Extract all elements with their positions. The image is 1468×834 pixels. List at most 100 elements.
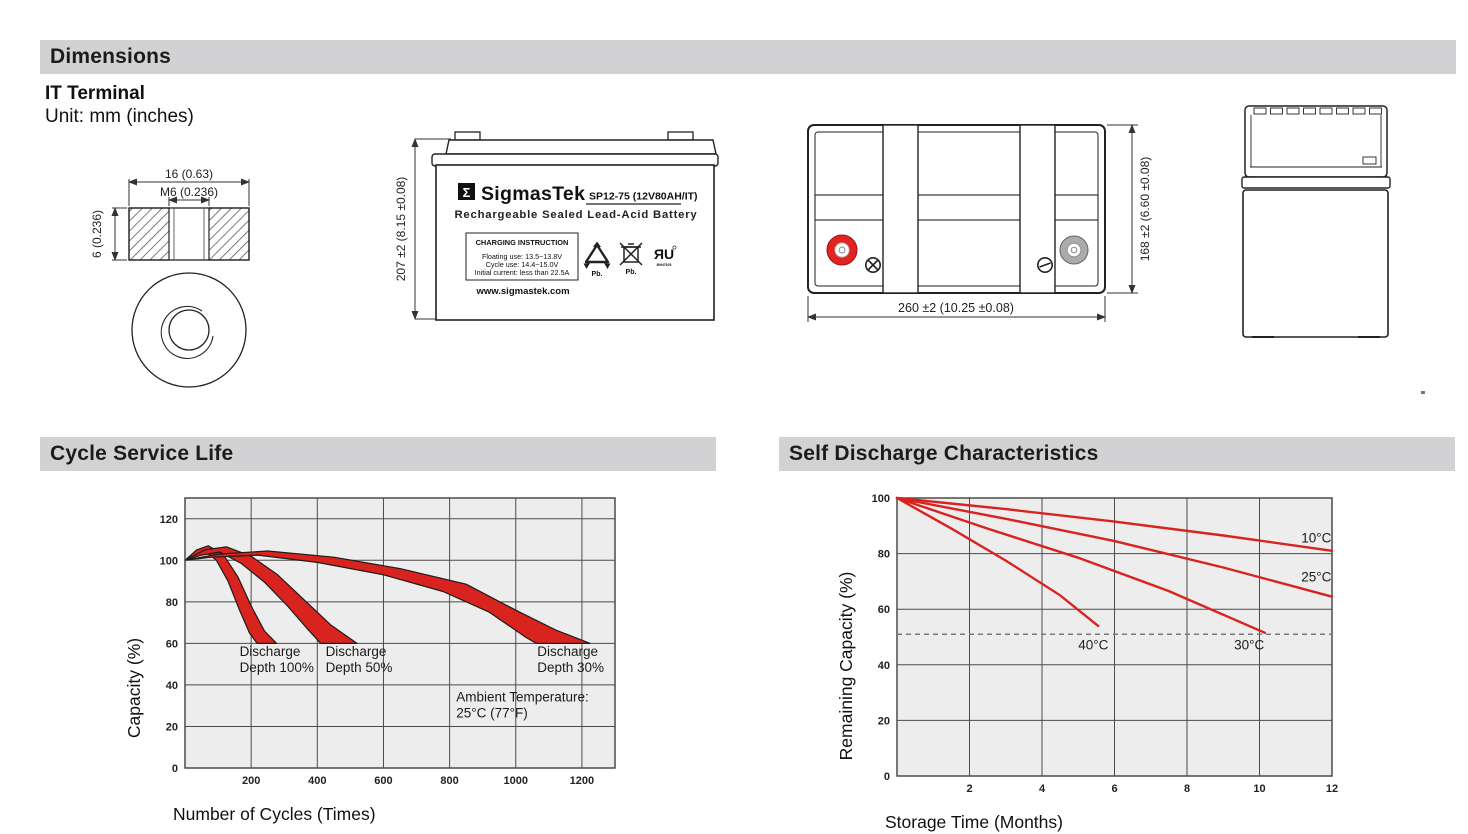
svg-text:40°C: 40°C bbox=[1078, 638, 1108, 653]
top-width-dim: 260 ±2 (10.25 ±0.08) bbox=[898, 301, 1014, 315]
strap-right bbox=[1019, 124, 1056, 294]
annotations: 10°C 25°C 30°C 40°C bbox=[1078, 530, 1331, 652]
recycle-pb-icon: Pb. bbox=[583, 241, 611, 278]
terminal-top-view bbox=[131, 272, 247, 388]
band-Discharge Depth 50% bbox=[184, 546, 358, 644]
svg-text:600: 600 bbox=[374, 775, 392, 787]
terminal-height-dim: 6 (0.236) bbox=[90, 210, 104, 258]
plot-border bbox=[896, 497, 1333, 777]
x-tick-labels: 2 4 6 8 10 12 bbox=[966, 783, 1338, 795]
negative-terminal bbox=[1059, 235, 1089, 265]
svg-text:30°C: 30°C bbox=[1234, 638, 1264, 653]
y-axis-title: Capacity (%) bbox=[124, 638, 144, 738]
side-case bbox=[1241, 105, 1391, 338]
unit-note: Unit: mm (inches) bbox=[45, 106, 194, 127]
dimensions-section-bar: Dimensions bbox=[40, 40, 1456, 74]
svg-text:800: 800 bbox=[440, 775, 458, 787]
x-axis-title: Storage Time (Months) bbox=[885, 812, 1063, 832]
y-tick-labels: 0 20 40 60 80 100 120 bbox=[160, 514, 178, 775]
svg-text:U: U bbox=[664, 246, 674, 262]
model-number: SP12-75 (12V80AH/IT) bbox=[589, 191, 698, 203]
dimensions-title: Dimensions bbox=[50, 45, 172, 68]
front-height-dim: 207 ±2 (8.15 ±0.08) bbox=[394, 177, 408, 282]
charging-line-3: Initial current: less than 22.5A bbox=[475, 268, 570, 277]
self-discharge-section-title: Self Discharge Characteristics bbox=[789, 442, 1099, 465]
strap-left bbox=[882, 124, 919, 294]
svg-text:1200: 1200 bbox=[570, 775, 594, 787]
battery-top-view: 168 ±2 (6.60 ±0.08) 260 ±2 (10.25 ±0.08) bbox=[807, 124, 1152, 322]
cycle-section-title: Cycle Service Life bbox=[50, 442, 234, 465]
svg-text:10: 10 bbox=[1253, 783, 1265, 795]
ul-code: MH47929 bbox=[657, 263, 672, 267]
svg-text:1000: 1000 bbox=[504, 775, 528, 787]
battery-side-view bbox=[1241, 105, 1391, 338]
scan-artifact-dot bbox=[1421, 391, 1425, 394]
svg-text:R: R bbox=[654, 246, 664, 262]
series-40°C bbox=[895, 496, 1100, 628]
depth-dimension bbox=[1107, 124, 1138, 294]
svg-text:120: 120 bbox=[160, 514, 178, 526]
svg-text:25°C (77°F): 25°C (77°F) bbox=[456, 706, 528, 721]
y-axis-title: Remaining Capacity (%) bbox=[836, 572, 856, 761]
charging-line-1: Floating use: 13.5~13.8V bbox=[482, 252, 562, 261]
svg-text:Discharge: Discharge bbox=[240, 644, 301, 659]
svg-text:25°C: 25°C bbox=[1301, 569, 1331, 584]
self-discharge-section-bar: Self Discharge Characteristics bbox=[779, 437, 1455, 471]
terminal-type-label: IT Terminal bbox=[45, 83, 145, 104]
svg-text:8: 8 bbox=[1184, 783, 1190, 795]
svg-text:12: 12 bbox=[1326, 783, 1338, 795]
plus-symbol bbox=[865, 257, 882, 274]
width-dimension bbox=[128, 178, 250, 206]
y-tick-labels: 0 20 40 60 80 100 bbox=[872, 493, 890, 783]
svg-text:2: 2 bbox=[966, 783, 972, 795]
svg-text:100: 100 bbox=[160, 555, 178, 567]
svg-text:Depth 50%: Depth 50% bbox=[326, 660, 393, 675]
x-tick-labels: 200 400 600 800 1000 1200 bbox=[242, 775, 594, 787]
svg-text:0: 0 bbox=[884, 771, 890, 783]
svg-text:60: 60 bbox=[878, 604, 890, 616]
case-outline bbox=[807, 124, 1106, 294]
pb-label-2: Pb. bbox=[626, 269, 637, 276]
svg-text:20: 20 bbox=[166, 721, 178, 733]
website-url: www.sigmastek.com bbox=[475, 286, 569, 297]
svg-text:60: 60 bbox=[166, 638, 178, 650]
battery-type-line: Rechargeable Sealed Lead-Acid Battery bbox=[454, 209, 697, 221]
series-30°C bbox=[895, 496, 1267, 635]
x-axis-title: Number of Cycles (Times) bbox=[173, 804, 376, 824]
svg-text:6: 6 bbox=[1111, 783, 1117, 795]
svg-text:0: 0 bbox=[172, 763, 178, 775]
svg-text:Discharge: Discharge bbox=[537, 644, 598, 659]
sigma-glyph: Σ bbox=[463, 185, 471, 200]
svg-text:200: 200 bbox=[242, 775, 260, 787]
minus-symbol bbox=[1037, 257, 1054, 274]
cycle-section-bar: Cycle Service Life bbox=[40, 437, 716, 471]
svg-text:100: 100 bbox=[872, 493, 890, 505]
thread-dimension bbox=[168, 196, 210, 206]
brand-name: SigmasTek bbox=[481, 183, 585, 205]
terminal-width-dim: 16 (0.63) bbox=[165, 167, 213, 181]
svg-text:400: 400 bbox=[308, 775, 326, 787]
height-dimension bbox=[411, 138, 451, 320]
svg-text:80: 80 bbox=[878, 549, 890, 561]
charging-instruction-box bbox=[465, 232, 579, 281]
svg-text:20: 20 bbox=[878, 715, 890, 727]
ul-mark-icon: R U MH47929 bbox=[654, 245, 677, 267]
series-10°C bbox=[895, 496, 1334, 552]
plot-border bbox=[184, 497, 616, 769]
pb-label-1: Pb. bbox=[592, 271, 603, 278]
terminal-thread-dim: M6 (0.236) bbox=[160, 185, 218, 199]
svg-text:Depth 30%: Depth 30% bbox=[537, 660, 604, 675]
terminal-cross-section bbox=[128, 207, 250, 261]
sigma-logo-box bbox=[458, 183, 475, 200]
battery-case bbox=[431, 131, 719, 321]
terminal-detail-drawing: 16 (0.63) M6 (0.236) 6 (0.236) bbox=[90, 167, 250, 388]
band-Discharge Depth 30% bbox=[184, 550, 591, 644]
svg-text:Discharge: Discharge bbox=[326, 644, 387, 659]
svg-text:80: 80 bbox=[166, 597, 178, 609]
no-trash-pb-icon bbox=[619, 242, 643, 266]
svg-text:Ambient Temperature:: Ambient Temperature: bbox=[456, 690, 589, 705]
battery-label: Σ SigmasTek SP12-75 (12V80AH/IT) Recharg… bbox=[454, 183, 698, 297]
top-depth-dim: 168 ±2 (6.60 ±0.08) bbox=[1138, 157, 1152, 262]
